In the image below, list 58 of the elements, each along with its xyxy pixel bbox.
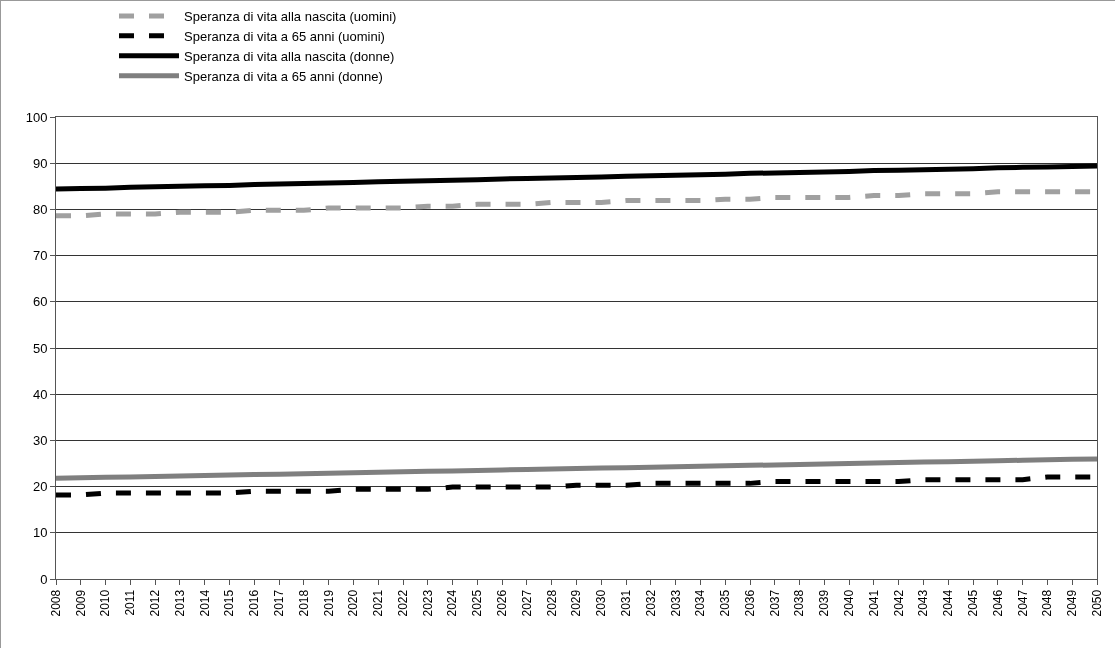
x-tick-label: 2031 (618, 589, 633, 617)
y-tick-label: 20 (32, 479, 48, 495)
x-tick-label: 2026 (495, 589, 510, 617)
x-tick-label: 2014 (197, 589, 212, 617)
x-tick-label: 2045 (965, 589, 980, 617)
x-tick-label: 2024 (445, 589, 460, 617)
x-tick-label: 2028 (544, 589, 559, 617)
y-tick-label: 50 (32, 340, 48, 356)
x-tick-label: 2048 (1040, 589, 1055, 617)
x-tick-label: 2015 (222, 589, 237, 617)
x-tick-label: 2044 (941, 589, 956, 617)
x-tick-label: 2040 (842, 589, 857, 617)
y-tick-label: 70 (32, 248, 48, 264)
y-tick-label: 30 (32, 432, 48, 448)
x-tick-label: 2027 (519, 589, 534, 617)
y-tick-label: 80 (32, 201, 48, 217)
x-tick-label: 2033 (668, 589, 683, 617)
x-tick-label: 2035 (718, 589, 733, 617)
x-tick-label: 2030 (594, 589, 609, 617)
legend-label: Speranza di vita a 65 anni (donne) (184, 68, 383, 84)
x-tick-label: 2025 (470, 589, 485, 617)
y-tick-label: 40 (32, 386, 48, 402)
y-tick-label: 0 (40, 571, 48, 587)
x-tick-label: 2037 (767, 589, 782, 617)
x-tick-label: 2023 (420, 589, 435, 617)
y-tick-label: 10 (32, 525, 48, 541)
y-tick-label: 90 (32, 155, 48, 171)
x-tick-label: 2032 (643, 589, 658, 617)
x-tick-label: 2046 (990, 589, 1005, 617)
x-tick-label: 2034 (693, 589, 708, 617)
x-tick-label: 2018 (296, 589, 311, 617)
x-tick-label: 2050 (1089, 589, 1104, 617)
x-tick-label: 2038 (792, 589, 807, 617)
x-tick-label: 2017 (271, 589, 286, 617)
x-tick-label: 2020 (346, 589, 361, 617)
x-tick-label: 2012 (148, 589, 163, 617)
x-tick-label: 2021 (371, 589, 386, 617)
x-tick-label: 2029 (569, 589, 584, 617)
legend-label: Speranza di vita a 65 anni (uomini) (184, 28, 385, 44)
x-tick-label: 2009 (73, 589, 88, 617)
x-tick-label: 2041 (866, 589, 881, 617)
x-tick-label: 2010 (98, 589, 113, 617)
legend-label: Speranza di vita alla nascita (uomini) (184, 9, 397, 25)
x-tick-label: 2016 (247, 589, 262, 617)
x-tick-label: 2019 (321, 589, 336, 617)
x-tick-label: 2049 (1065, 589, 1080, 617)
x-tick-label: 2011 (123, 589, 138, 616)
x-tick-label: 2043 (916, 589, 931, 617)
x-tick-label: 2022 (395, 589, 410, 617)
x-tick-label: 2036 (742, 589, 757, 617)
x-tick-label: 2042 (891, 589, 906, 617)
legend-label: Speranza di vita alla nascita (donne) (184, 48, 395, 64)
x-tick-label: 2039 (817, 589, 832, 617)
x-tick-label: 2047 (1015, 589, 1030, 617)
y-tick-label: 60 (32, 294, 48, 310)
y-tick-label: 100 (25, 109, 48, 125)
x-tick-label: 2008 (48, 589, 63, 617)
x-tick-label: 2013 (172, 589, 187, 617)
